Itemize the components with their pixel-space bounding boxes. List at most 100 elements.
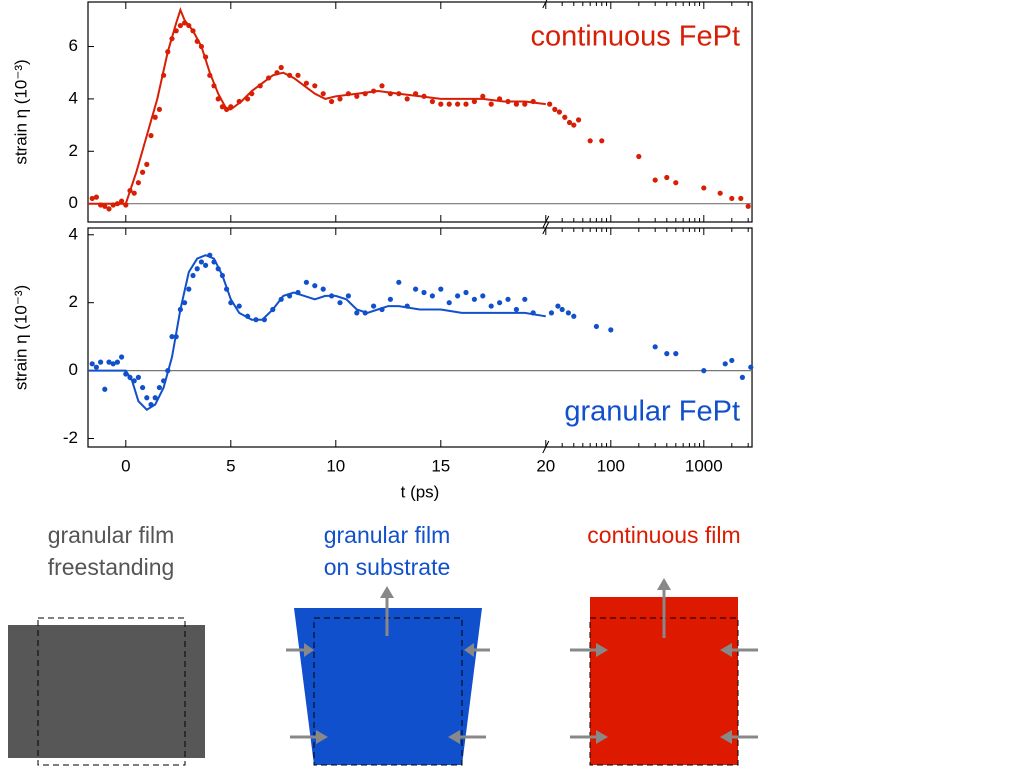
diagram-freestanding: granular film freestanding (8, 522, 205, 766)
data-point (548, 310, 555, 316)
data-point (329, 98, 335, 105)
y-tick-label: 4 (69, 224, 78, 243)
data-point (156, 106, 162, 112)
data-point (169, 334, 175, 340)
y-tick-label: 2 (69, 141, 78, 160)
data-point (135, 374, 141, 380)
x-tick-label: 15 (431, 456, 450, 475)
data-point (312, 83, 318, 89)
axis-break (542, 440, 550, 454)
data-point (152, 114, 158, 120)
arrows (570, 578, 758, 744)
data-point (429, 293, 435, 299)
data-point (387, 296, 393, 302)
y-tick-label: 0 (69, 360, 78, 379)
data-point (354, 93, 360, 99)
data-point (421, 289, 427, 296)
data-point (673, 351, 679, 357)
data-point (463, 101, 469, 107)
diagram-substrate: granular film on substrate (286, 522, 490, 766)
data-point (480, 293, 486, 299)
y-axis-label: strain η (10⁻³) (11, 59, 30, 164)
chart: 0 2 4 6 continuous FePt strain η (10⁻³) (11, 0, 753, 229)
data-point (446, 300, 452, 306)
data-point (114, 359, 120, 365)
data-point (652, 344, 658, 350)
data-point (599, 138, 605, 144)
data-point (303, 279, 309, 285)
data-point (488, 303, 494, 309)
data-point (102, 386, 108, 392)
data-point (587, 138, 593, 144)
data-point (140, 169, 146, 175)
chart: -2 0 2 4 0 5 10 15 20 100 1000 granular FePt strain … (11, 221, 754, 501)
data-point (722, 361, 728, 367)
data-point (429, 98, 435, 105)
data-point (379, 83, 385, 89)
data-point (144, 161, 150, 167)
data-point (471, 296, 477, 302)
y-axis-label: strain η (10⁻³) (11, 285, 30, 390)
data-point (745, 203, 751, 209)
data-point (119, 354, 125, 360)
data-point (337, 300, 343, 306)
data-point (701, 185, 707, 191)
data-point (396, 279, 402, 285)
data-point (438, 101, 444, 107)
y-tick-label: -2 (63, 428, 78, 447)
data-point (455, 101, 461, 107)
plot-frame (87, 227, 753, 448)
data-point (89, 361, 95, 367)
data-point (729, 357, 735, 364)
data-point (295, 72, 301, 78)
data-point (135, 180, 141, 186)
data-point (345, 293, 351, 299)
data-point (701, 368, 707, 374)
data-point (148, 132, 154, 139)
data-point (562, 114, 568, 120)
data-point (106, 206, 112, 212)
diagram-label: granular film (324, 522, 451, 548)
data-point (463, 289, 469, 296)
plot-frame (87, 1, 753, 223)
x-tick-label: 20 (536, 456, 555, 475)
data-point (93, 364, 99, 370)
annotation: granular FePt (564, 396, 740, 428)
data-point (278, 64, 284, 71)
data-point (140, 384, 146, 391)
data-point (480, 93, 486, 99)
data-point (198, 259, 204, 265)
x-tick-label: 1000 (685, 456, 723, 475)
data-point (559, 306, 565, 313)
axis-break (542, 0, 548, 9)
data-point (608, 327, 614, 333)
fit-line (88, 6, 546, 205)
data-point (110, 361, 116, 367)
data-point (522, 296, 528, 302)
data-point (177, 22, 183, 29)
data-point (555, 303, 561, 309)
data-point (438, 286, 444, 292)
data-point (547, 101, 553, 107)
data-point (337, 96, 343, 102)
data-point (664, 174, 670, 181)
x-tick-label: 10 (326, 456, 345, 475)
data-point (488, 101, 494, 107)
data-point (729, 195, 735, 202)
axis-break (542, 221, 550, 235)
arrows (286, 586, 490, 744)
data-point (552, 106, 558, 112)
data-point (190, 272, 196, 279)
x-tick-label: 5 (226, 456, 235, 475)
data-point (131, 190, 137, 196)
data-point (652, 177, 658, 183)
film-shape (8, 625, 205, 758)
data-point (566, 119, 573, 126)
data-point (446, 101, 452, 107)
data-point (102, 203, 108, 209)
x-tick-label: 100 (597, 456, 625, 475)
data-point (673, 180, 679, 186)
data-point (320, 286, 326, 292)
data-point (152, 395, 158, 401)
x-axis-label: t (ps) (401, 482, 440, 501)
